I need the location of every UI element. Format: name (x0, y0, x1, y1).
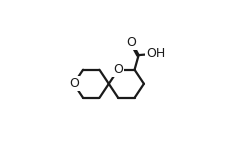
Text: OH: OH (145, 47, 164, 60)
Text: O: O (68, 77, 78, 90)
Text: O: O (126, 36, 136, 49)
Text: O: O (113, 63, 123, 76)
